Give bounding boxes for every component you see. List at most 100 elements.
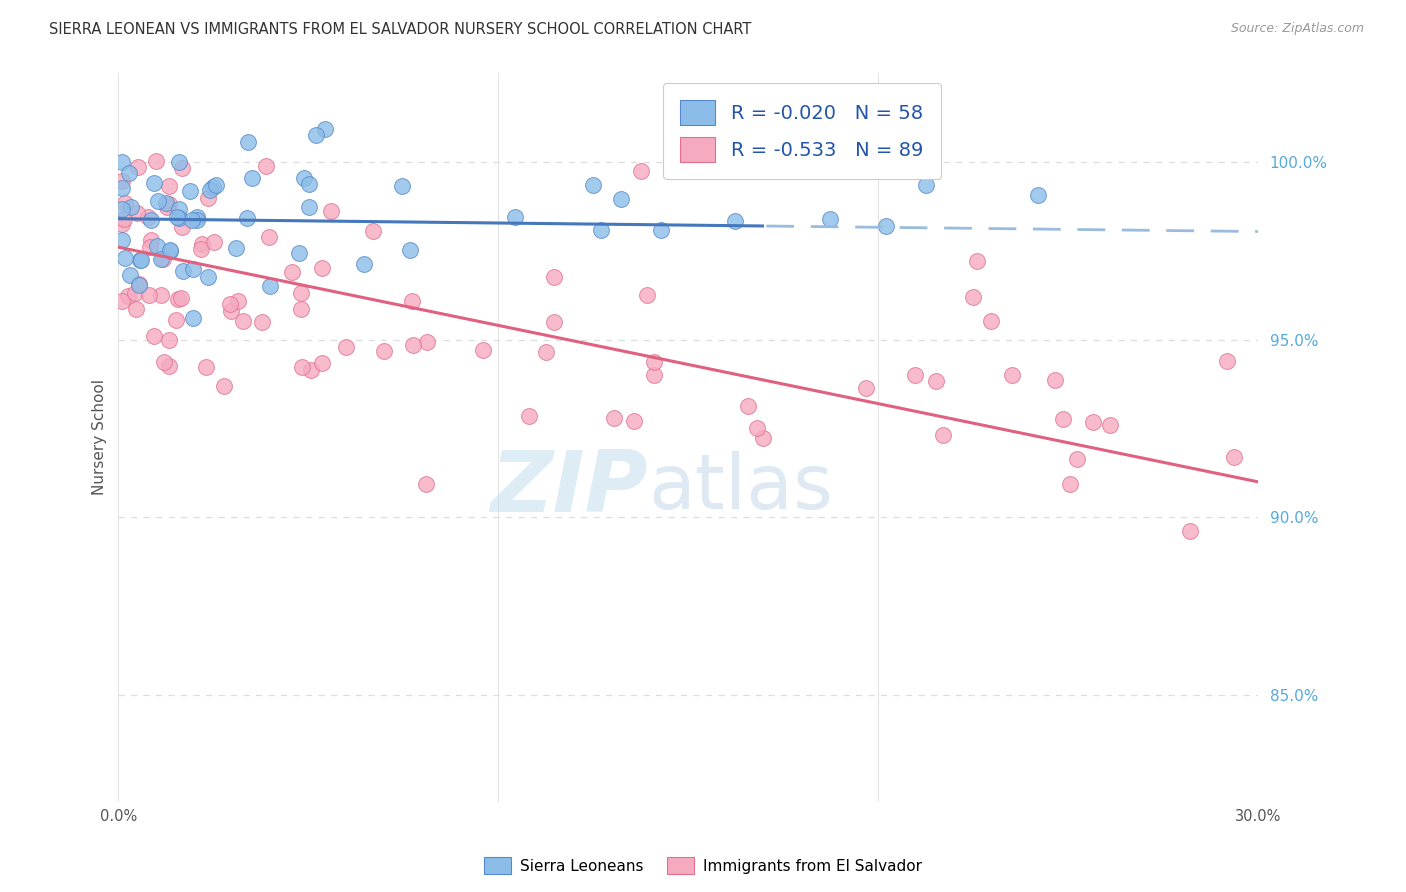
Point (111, 181, 134, 195)
Point (391, 178, 413, 193)
Point (191, 237, 214, 252)
Point (202, 235, 225, 249)
Point (291, 359, 314, 374)
Point (159, 244, 181, 259)
Point (290, 286, 312, 301)
Point (200, 183, 222, 197)
Point (172, 219, 194, 234)
Point (319, 204, 342, 219)
Point (114, 251, 136, 265)
Point (932, 427, 955, 442)
Point (305, 128, 328, 143)
Point (219, 297, 242, 311)
Point (1043, 373, 1066, 387)
Point (1180, 524, 1202, 538)
Point (181, 262, 204, 277)
Point (298, 200, 321, 214)
Point (903, 368, 925, 383)
Point (111, 233, 134, 247)
Point (543, 270, 565, 285)
Point (259, 279, 281, 293)
Point (165, 313, 187, 327)
Text: ZIP: ZIP (491, 447, 648, 530)
Point (166, 211, 188, 225)
Point (250, 315, 273, 329)
Point (204, 178, 226, 192)
Point (1223, 450, 1246, 464)
Point (226, 294, 249, 309)
Point (1001, 368, 1024, 382)
Point (157, 333, 180, 347)
Point (399, 243, 422, 257)
Point (472, 343, 495, 358)
Point (353, 257, 375, 271)
Point (143, 176, 166, 190)
Point (225, 241, 247, 255)
Text: Source: ZipAtlas.com: Source: ZipAtlas.com (1230, 22, 1364, 36)
Point (1083, 415, 1105, 429)
Legend: R = -0.020   N = 58, R = -0.533   N = 89: R = -0.020 N = 58, R = -0.533 N = 89 (662, 83, 941, 179)
Point (240, 170, 263, 185)
Point (875, 219, 897, 233)
Point (737, 399, 759, 413)
Point (111, 294, 134, 309)
Point (290, 301, 312, 316)
Point (401, 294, 423, 309)
Point (146, 194, 169, 208)
Point (180, 213, 202, 227)
Point (415, 335, 437, 350)
Point (150, 252, 173, 266)
Point (172, 264, 194, 278)
Point (373, 344, 395, 359)
Text: 0.0%: 0.0% (100, 809, 136, 824)
Point (121, 200, 143, 214)
Point (752, 431, 775, 445)
Point (167, 154, 190, 169)
Point (623, 414, 645, 428)
Point (179, 184, 201, 198)
Point (111, 218, 134, 232)
Y-axis label: Nursery School: Nursery School (93, 379, 107, 495)
Point (212, 379, 235, 393)
Point (150, 288, 173, 302)
Point (335, 340, 357, 354)
Point (415, 477, 437, 491)
Point (197, 191, 219, 205)
Point (582, 178, 605, 193)
Point (167, 202, 190, 216)
Point (402, 338, 425, 352)
Point (129, 253, 152, 268)
Point (299, 363, 322, 377)
Point (197, 269, 219, 284)
Point (288, 245, 311, 260)
Point (724, 213, 747, 227)
Point (138, 240, 160, 254)
Point (152, 355, 174, 369)
Point (124, 285, 146, 300)
Point (146, 238, 169, 252)
Point (315, 121, 337, 136)
Point (966, 253, 988, 268)
Point (145, 154, 167, 169)
Point (112, 212, 135, 227)
Point (143, 329, 166, 343)
Point (818, 211, 841, 226)
Point (281, 265, 304, 279)
Point (186, 210, 208, 224)
Point (186, 213, 208, 227)
Point (138, 288, 160, 302)
Point (503, 210, 526, 224)
Point (129, 252, 152, 267)
Point (232, 314, 254, 328)
Point (195, 360, 218, 375)
Point (254, 159, 277, 173)
Point (650, 223, 672, 237)
Point (361, 224, 384, 238)
Point (159, 244, 181, 258)
Point (236, 136, 259, 150)
Point (181, 310, 204, 325)
Point (157, 179, 180, 194)
Point (118, 166, 141, 180)
Point (914, 178, 936, 192)
Point (1059, 477, 1081, 491)
